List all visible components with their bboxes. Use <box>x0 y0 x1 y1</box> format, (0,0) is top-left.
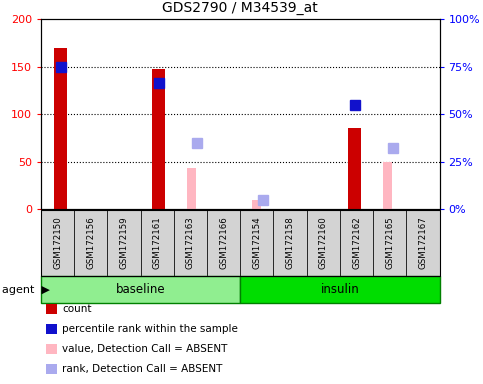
Text: GSM172159: GSM172159 <box>120 217 128 270</box>
Text: value, Detection Call = ABSENT: value, Detection Call = ABSENT <box>62 344 227 354</box>
Bar <box>348 129 361 209</box>
Text: GSM172166: GSM172166 <box>219 217 228 270</box>
Text: GSM172161: GSM172161 <box>153 217 162 270</box>
Text: GSM172150: GSM172150 <box>53 217 62 270</box>
Text: GSM172154: GSM172154 <box>253 217 261 270</box>
Text: agent  ▶: agent ▶ <box>2 285 50 295</box>
Text: GSM172165: GSM172165 <box>385 217 394 270</box>
Text: rank, Detection Call = ABSENT: rank, Detection Call = ABSENT <box>62 364 223 374</box>
Text: baseline: baseline <box>116 283 166 296</box>
Text: percentile rank within the sample: percentile rank within the sample <box>62 324 238 334</box>
Text: GSM172162: GSM172162 <box>352 217 361 270</box>
Bar <box>187 169 196 209</box>
Text: count: count <box>62 304 92 314</box>
Text: GSM172158: GSM172158 <box>285 217 295 270</box>
Bar <box>153 69 165 209</box>
Text: GSM172163: GSM172163 <box>186 217 195 270</box>
Text: insulin: insulin <box>321 283 359 296</box>
Text: GSM172167: GSM172167 <box>418 217 427 270</box>
Title: GDS2790 / M34539_at: GDS2790 / M34539_at <box>162 2 318 15</box>
Text: GSM172156: GSM172156 <box>86 217 95 270</box>
Bar <box>55 48 67 209</box>
Text: GSM172160: GSM172160 <box>319 217 328 270</box>
Bar <box>383 162 392 209</box>
Bar <box>252 200 261 209</box>
